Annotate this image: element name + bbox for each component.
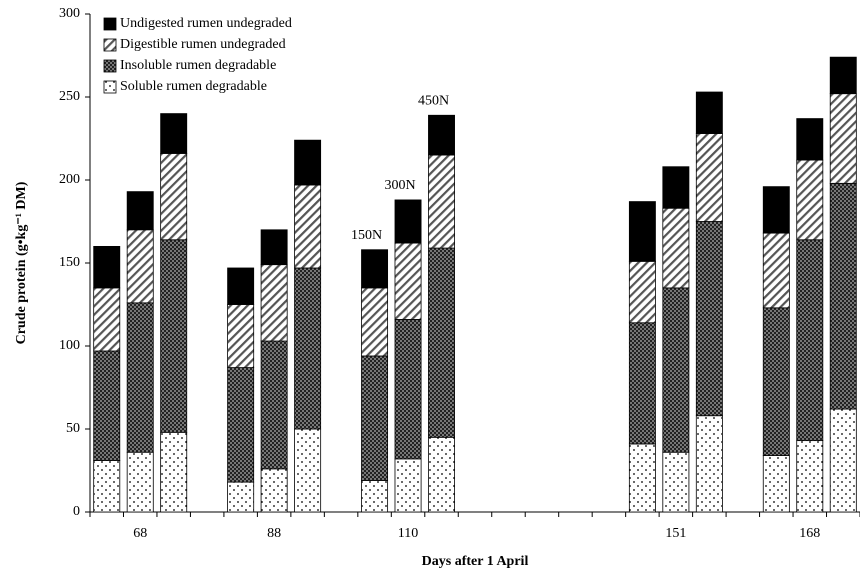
bar-segment: [762, 455, 790, 513]
legend-swatch: [103, 38, 117, 52]
y-tick-label: 300: [59, 6, 80, 21]
x-tick-label: 68: [133, 526, 147, 541]
bar-segment: [260, 229, 288, 266]
legend-label: Digestible rumen undegraded: [120, 37, 286, 52]
annotation: 450N: [418, 93, 449, 108]
bar-segment: [796, 440, 824, 513]
bar-segment: [361, 287, 389, 357]
bar-segment: [361, 355, 389, 481]
bar-segment: [695, 133, 723, 222]
x-tick-label: 88: [267, 526, 281, 541]
bar-segment: [662, 166, 690, 209]
bar-segment: [428, 114, 455, 156]
legend-swatch: [103, 59, 117, 73]
bar-segment: [227, 304, 255, 368]
annotation: 300N: [384, 178, 415, 193]
y-tick-label: 100: [59, 338, 80, 353]
bar-segment: [227, 367, 255, 483]
bar-segment: [160, 113, 188, 154]
legend-swatch: [103, 17, 117, 31]
bar-segment: [160, 153, 188, 241]
y-tick-label: 0: [73, 504, 80, 519]
bar-segment: [260, 468, 288, 513]
bar-segment: [160, 431, 188, 513]
bar-segment: [93, 245, 121, 289]
y-tick-label: 200: [59, 172, 80, 187]
bar-segment: [428, 154, 455, 249]
bar-segment: [361, 480, 389, 513]
bar-segment: [227, 481, 255, 513]
bar-segment: [294, 139, 322, 186]
bar-segment: [762, 186, 790, 234]
bar-segment: [160, 239, 188, 433]
bar-segment: [695, 221, 723, 417]
bar-segment: [829, 93, 857, 184]
bar-segment: [126, 451, 154, 513]
bar-segment: [796, 239, 824, 442]
bar-segment: [126, 229, 154, 304]
legend-swatch: [103, 80, 117, 94]
x-tick-label: 110: [398, 526, 418, 541]
bar-segment: [628, 322, 656, 445]
bar-segment: [628, 201, 656, 262]
bar-segment: [294, 267, 322, 430]
y-tick-label: 150: [59, 255, 80, 270]
bar-segment: [394, 319, 422, 460]
x-axis-title: Days after 1 April: [422, 554, 529, 569]
bar-segment: [796, 159, 824, 241]
bar-segment: [829, 408, 857, 513]
bar-segment: [294, 184, 322, 269]
bar-segment: [394, 458, 422, 513]
y-tick-label: 250: [59, 89, 80, 104]
bar-segment: [662, 207, 690, 289]
bar-segment: [695, 91, 723, 134]
x-tick-label: 168: [799, 526, 820, 541]
bar-segment: [829, 182, 857, 410]
legend-label: Undigested rumen undegraded: [120, 16, 292, 31]
bar-segment: [394, 242, 422, 320]
bar-segment: [126, 191, 154, 231]
bar-segment: [662, 287, 690, 453]
bar-segment: [93, 287, 121, 352]
bar-segment: [294, 428, 322, 513]
bar-segment: [361, 249, 389, 289]
y-tick-label: 50: [66, 421, 80, 436]
legend-label: Soluble rumen degradable: [120, 79, 267, 94]
bar-segment: [93, 460, 121, 513]
bar-segment: [796, 118, 824, 161]
bar-segment: [662, 451, 690, 513]
bar-segment: [428, 436, 455, 513]
y-axis-title: Crude protein (g•kg⁻¹ DM): [14, 181, 29, 344]
bar-segment: [394, 199, 422, 244]
bar-segment: [93, 350, 121, 461]
annotation: 150N: [351, 228, 382, 243]
x-tick-label: 151: [665, 526, 686, 541]
bar-segment: [695, 415, 723, 513]
bar-segment: [227, 267, 255, 305]
bar-segment: [762, 307, 790, 456]
bar-segment: [260, 264, 288, 342]
bar-segment: [126, 302, 154, 453]
bar-segment: [762, 232, 790, 309]
legend-label: Insoluble rumen degradable: [120, 58, 276, 73]
bar-segment: [829, 56, 857, 95]
bar-segment: [428, 247, 455, 438]
bar-segment: [628, 260, 656, 324]
bar-segment: [628, 443, 656, 513]
bar-segment: [260, 340, 288, 470]
